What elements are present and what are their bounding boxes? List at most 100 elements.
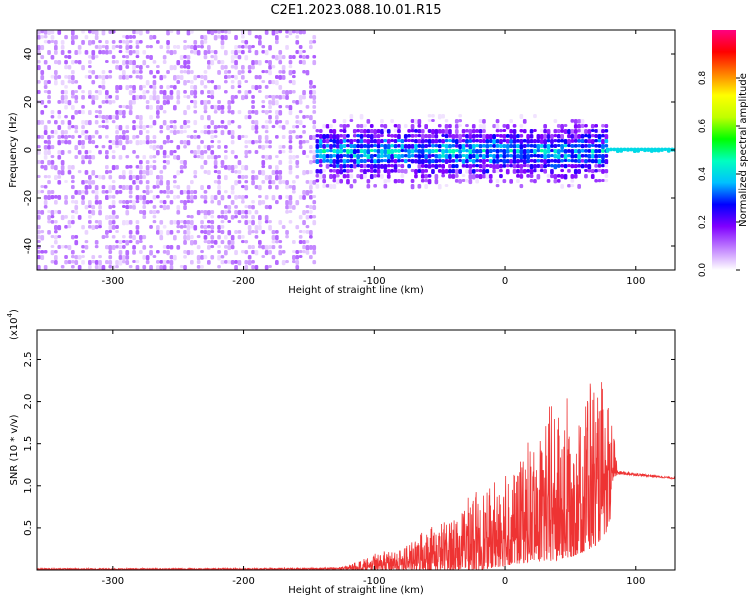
heatmap-cell (162, 160, 167, 164)
heatmap-cell (135, 140, 140, 146)
heatmap-cell (186, 45, 191, 49)
heatmap-cell (74, 100, 79, 104)
heatmap-cell (64, 215, 68, 219)
heatmap-cell (380, 124, 384, 128)
heatmap-cell (166, 135, 170, 140)
heatmap-cell (108, 230, 113, 234)
heatmap-cell (115, 215, 119, 219)
heatmap-cell (376, 144, 381, 149)
heatmap-cell (84, 50, 89, 55)
heatmap-cell (373, 134, 377, 139)
heatmap-cell (363, 159, 367, 164)
heatmap-cell (278, 120, 283, 124)
heatmap-cell (244, 115, 249, 120)
heatmap-cell (64, 260, 68, 265)
heatmap-cell (203, 215, 208, 219)
heatmap-cell (125, 210, 130, 216)
heatmap-cell (258, 35, 262, 40)
heatmap-cell (64, 95, 68, 100)
heatmap-cell (546, 164, 551, 168)
heatmap-cell (417, 169, 422, 173)
heatmap-cell (101, 190, 106, 194)
heatmap-cell (183, 200, 187, 206)
heatmap-cell (149, 35, 153, 40)
heatmap-cell (77, 45, 82, 50)
heatmap-cell (417, 144, 422, 148)
heatmap-cell (346, 149, 350, 155)
heatmap-cell (162, 90, 167, 96)
heatmap-cell (162, 95, 167, 100)
heatmap-cell (329, 149, 333, 153)
heatmap-cell (359, 159, 364, 164)
heatmap-cell (285, 230, 289, 235)
heatmap-cell (407, 164, 411, 169)
heatmap-cell (264, 120, 269, 124)
snr-x-label: Height of straight line (km) (288, 585, 424, 596)
heatmap-cell (373, 159, 377, 164)
heatmap-cell (234, 210, 238, 215)
heatmap-cell (156, 70, 160, 75)
heatmap-cell (570, 174, 575, 179)
heatmap-cell (152, 120, 157, 126)
heatmap-cell (247, 90, 252, 94)
heatmap-cell (84, 190, 89, 195)
heatmap-cell (281, 65, 286, 71)
snr-frame (36, 329, 676, 571)
heatmap-cell (64, 65, 68, 70)
heatmap-cell (60, 135, 65, 139)
heatmap-cell (247, 220, 252, 224)
heatmap-cell (502, 144, 507, 149)
heatmap-cell (366, 154, 371, 160)
heatmap-cell (105, 235, 109, 239)
heatmap-cell (125, 75, 130, 80)
heatmap-cell (522, 159, 527, 165)
heatmap-cell (444, 149, 449, 154)
heatmap-cell (448, 169, 452, 174)
heatmap-cell (383, 179, 388, 184)
heatmap-cell (241, 40, 245, 44)
heatmap-cell (210, 80, 215, 84)
heatmap-cell (264, 140, 269, 144)
heatmap-cell (213, 195, 218, 200)
heatmap-cell (325, 149, 330, 153)
heatmap-cell (156, 185, 160, 189)
heatmap-cell (376, 149, 381, 154)
heatmap-cell (376, 129, 381, 134)
heatmap-cell (577, 164, 581, 168)
heatmap-cell (244, 215, 249, 219)
heatmap-cell (57, 125, 62, 131)
heatmap-cell (60, 50, 65, 55)
heatmap-cell (261, 155, 266, 159)
heatmap-cell (271, 95, 276, 101)
heatmap-cell (454, 149, 459, 153)
heatmap-cell (156, 265, 160, 270)
heatmap-cell (149, 125, 153, 129)
heatmap-cell (220, 40, 225, 46)
heatmap-cell (169, 150, 174, 156)
heatmap-cell (332, 174, 337, 180)
heatmap-cell (264, 155, 269, 161)
heatmap-cell (101, 30, 106, 36)
heatmap-cell (295, 260, 300, 266)
heatmap-cell (183, 130, 187, 134)
heatmap-cell (47, 40, 51, 44)
heatmap-cell (302, 90, 306, 96)
heatmap-cell (50, 165, 55, 170)
heatmap-cell (468, 134, 473, 140)
heatmap-cell (427, 149, 432, 154)
heatmap-cell (376, 164, 381, 169)
heatmap-cell (254, 235, 259, 239)
heatmap-cell (234, 260, 238, 264)
heatmap-cell (166, 30, 170, 36)
heatmap-cell (139, 115, 143, 121)
heatmap-cell (118, 105, 123, 109)
heatmap-cell (159, 170, 164, 174)
heatmap-cell (526, 144, 530, 148)
heatmap-cell (431, 169, 435, 174)
heatmap-cell (166, 40, 170, 46)
heatmap-cell (597, 139, 602, 143)
heatmap-cell (60, 170, 65, 176)
heatmap-cell (74, 200, 79, 205)
heatmap-cell (400, 144, 405, 150)
